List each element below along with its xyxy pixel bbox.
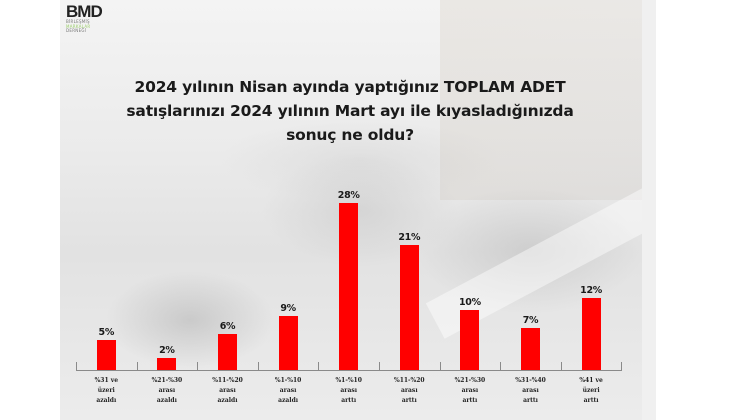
category-label-line: azaldı (96, 397, 117, 404)
slide-right-edge (642, 0, 656, 420)
title-line-3: sonuç ne oldu? (286, 126, 414, 144)
category-label-line: %41 ve (579, 377, 603, 384)
category-label-line: arttı (341, 397, 357, 404)
category-label: %11-%20 arası arttı (381, 376, 437, 406)
category-label-line: azaldı (278, 397, 299, 404)
category-label-line: arası (158, 387, 176, 394)
bar (460, 310, 480, 370)
x-axis-line (76, 370, 622, 371)
category-label: %31 ve üzeri azaldı (78, 376, 134, 406)
bar-value-label: 2% (159, 345, 175, 357)
x-axis-tick (500, 362, 502, 371)
x-axis-tick (379, 362, 380, 371)
x-axis-tick (439, 362, 441, 371)
x-axis-tick (136, 362, 138, 371)
x-axis-tick (76, 362, 77, 371)
bar-chart: 5% %31 ve üzeri azaldı 2% %21-%30 arası azaldı 6… (60, 0, 642, 420)
category-label-line: azaldı (217, 397, 238, 404)
category-label: %41 ve üzeri arttı (563, 376, 619, 406)
bar-value-label: 12% (580, 285, 603, 297)
category-label-line: arası (522, 387, 539, 394)
bar-value-label: 28% (337, 190, 360, 202)
logo-sub-line-3: DERNEĞİ (66, 28, 87, 33)
bar-value-label: 5% (98, 327, 115, 339)
category-label-line: üzeri (97, 387, 115, 394)
category-label: %11-%20 arası azaldı (200, 376, 256, 406)
category-label-line: %1-%10 (335, 377, 362, 384)
category-label-line: %11-%20 (212, 377, 243, 384)
bar (96, 340, 116, 370)
bar (521, 328, 540, 370)
bar-value-label: 7% (522, 315, 539, 327)
category-label-line: üzeri (582, 387, 600, 394)
bar-value-label: 21% (398, 231, 421, 243)
slide: BMD BİRLEŞMİŞ MARKALAR DERNEĞİ 2024 yılı… (60, 0, 642, 420)
category-label-line: arası (340, 387, 357, 394)
logo-text: BMD (66, 2, 103, 21)
chart-title: 2024 yılının Nisan ayında yaptığınız TOP… (70, 75, 630, 147)
category-label: %31-%40 arası arttı (503, 376, 559, 406)
logo-sub-line-1: BİRLEŞMİŞ (66, 19, 90, 24)
category-label-line: azaldı (156, 397, 177, 404)
title-line-1: 2024 yılının Nisan ayında yaptığınız TOP… (134, 78, 566, 96)
bar-value-label: 6% (219, 321, 236, 333)
bar (218, 334, 237, 370)
category-label-line: arası (401, 387, 418, 394)
bar (339, 203, 359, 370)
bar (157, 358, 177, 370)
bmd-logo: BMD BİRLEŞMİŞ MARKALAR DERNEĞİ (66, 2, 103, 34)
x-axis-tick (257, 362, 259, 371)
category-label-line: arttı (462, 397, 478, 404)
category-label: %21-%30 arası azaldı (139, 376, 195, 406)
bar (581, 298, 601, 370)
category-label-line: %11-%20 (394, 377, 425, 384)
category-label-line: arttı (401, 397, 417, 404)
x-axis-tick (621, 362, 623, 371)
category-label-line: %21-%30 (454, 377, 486, 384)
category-label-line: %21-%30 (151, 377, 183, 384)
bar-value-label: 9% (280, 303, 296, 315)
bar (399, 244, 419, 370)
category-label-line: %31 ve (94, 377, 119, 384)
category-label-line: arttı (523, 397, 538, 404)
category-label-line: %1-%10 (274, 377, 302, 384)
category-label: %1-%10 arası azaldı (260, 376, 316, 406)
category-label-line: %31-%40 (515, 377, 546, 384)
x-axis-tick (318, 362, 320, 371)
x-axis-tick (560, 362, 562, 371)
x-axis-tick (197, 362, 199, 371)
bar (278, 316, 298, 370)
category-label-line: arası (279, 387, 297, 394)
category-label-line: arttı (583, 397, 599, 404)
title-line-2: satışlarınızı 2024 yılının Mart ayı ile … (126, 102, 574, 120)
bar-value-label: 10% (458, 297, 481, 309)
category-label: %1-%10 arası arttı (321, 376, 377, 406)
category-label: %21-%30 arası arttı (442, 376, 498, 406)
category-label-line: arası (219, 387, 236, 394)
logo-sub-line-2: MARKALAR (66, 23, 91, 29)
category-label-line: arası (461, 387, 479, 394)
